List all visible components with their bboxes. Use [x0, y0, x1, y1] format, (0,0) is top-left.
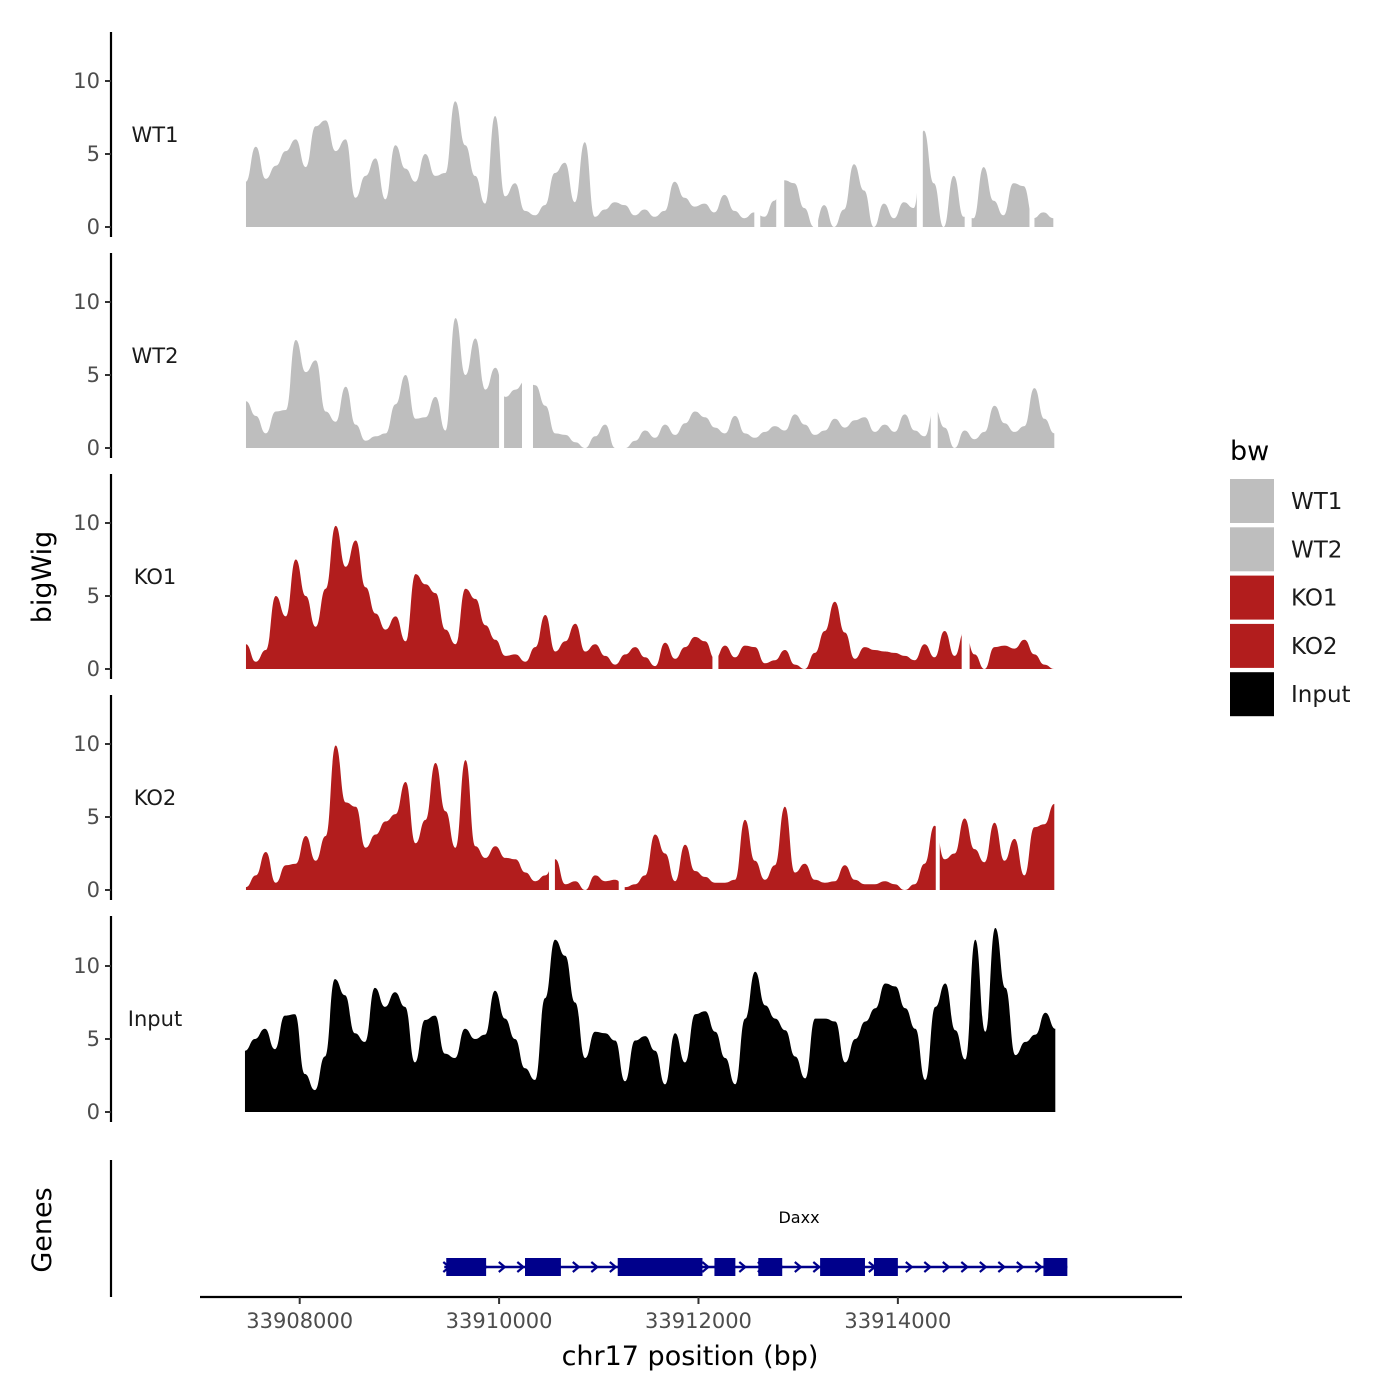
gene-exon: [446, 1258, 487, 1276]
y-tick-label: 10: [73, 290, 100, 314]
track-ko1: 0 5 10 KO1: [73, 474, 1055, 681]
y-tick-label: 10: [73, 954, 100, 978]
area-wt2: [245, 318, 1055, 448]
strand-arrow: [923, 1261, 933, 1273]
y-tick-label: 0: [87, 436, 100, 460]
x-tick-label: 33914000: [844, 1309, 951, 1333]
strand-arrow: [997, 1261, 1007, 1273]
track-wt2: 0 5 10 WT2: [73, 253, 1055, 460]
strand-arrow: [516, 1261, 526, 1273]
y-tick-label: 10: [73, 732, 100, 756]
strand-arrow: [905, 1261, 914, 1273]
area-ko2: [245, 745, 1055, 890]
legend-key-ko1: [1230, 575, 1274, 620]
y-tick-label: 10: [73, 69, 100, 93]
gene-exon: [714, 1258, 736, 1276]
gene-exon: [617, 1258, 703, 1276]
gene-label: Daxx: [778, 1208, 819, 1227]
gene-exon: [1043, 1258, 1068, 1276]
legend-title: bw: [1230, 436, 1269, 467]
x-axis: 33908000 33910000 33912000 33914000: [200, 1295, 1182, 1333]
gene-exon: [758, 1258, 783, 1276]
strand-arrow: [701, 1261, 711, 1273]
y-tick-label: 5: [87, 142, 100, 166]
y-tick-label: 5: [87, 584, 100, 608]
strand-arrow: [794, 1261, 803, 1273]
gene-track: Daxx: [109, 1160, 1068, 1297]
x-tick-label: 33912000: [645, 1309, 752, 1333]
strand-arrow: [590, 1261, 600, 1273]
track-label: WT2: [132, 344, 179, 368]
strand-arrow: [979, 1261, 988, 1273]
legend-label: Input: [1291, 682, 1351, 708]
gene-exon: [820, 1258, 865, 1276]
y-tick-label: 0: [87, 657, 100, 681]
track-ko2: 0 5 10 KO2: [73, 695, 1055, 902]
x-tick-label: 33910000: [446, 1309, 553, 1333]
legend-label: WT2: [1291, 537, 1342, 563]
legend-key-wt2: [1230, 527, 1274, 572]
legend-key-ko2: [1230, 623, 1274, 668]
y-tick-label: 0: [87, 878, 100, 902]
area-wt1: [245, 101, 1054, 227]
y-tick-label: 5: [87, 1027, 100, 1051]
track-label: KO1: [134, 565, 177, 589]
track-label: WT1: [132, 123, 179, 147]
strand-arrow: [738, 1261, 748, 1273]
y-axis-title: bigWig: [27, 531, 58, 624]
signal-tracks: 0 5 10 WT1 0 5 10 WT2 0 5 10 KO1 0 5 10 KO2 0 5 10 Input: [73, 32, 1056, 1124]
y-tick-label: 10: [73, 511, 100, 535]
y-tick-label: 5: [87, 805, 100, 829]
area-input: [244, 928, 1056, 1112]
strand-arrow: [942, 1261, 951, 1273]
legend-label: WT1: [1291, 489, 1342, 515]
track-input: 0 5 10 Input: [73, 916, 1056, 1124]
track-label: KO2: [134, 786, 177, 810]
strand-arrow: [1034, 1261, 1044, 1273]
genes-axis-title: Genes: [27, 1187, 58, 1272]
legend-key-wt1: [1230, 479, 1274, 523]
y-tick-label: 5: [87, 363, 100, 387]
strand-arrow: [812, 1261, 822, 1273]
legend-label: KO2: [1291, 634, 1338, 660]
area-ko1: [245, 525, 1055, 669]
x-axis-title: chr17 position (bp): [562, 1341, 819, 1372]
y-tick-label: 0: [87, 1100, 100, 1124]
legend-label: KO1: [1291, 586, 1338, 612]
legend-key-input: [1230, 672, 1274, 717]
x-tick-label: 33908000: [246, 1309, 353, 1333]
strand-arrow: [609, 1261, 618, 1273]
gene-exon: [873, 1258, 898, 1276]
strand-arrow: [960, 1261, 970, 1273]
y-tick-label: 0: [87, 215, 100, 239]
track-wt1: 0 5 10 WT1: [73, 32, 1054, 239]
legend: bw WT1 WT2 KO1 KO2 Input: [1230, 436, 1351, 717]
gene-exon: [525, 1258, 561, 1276]
strand-arrow: [572, 1261, 581, 1273]
track-label: Input: [128, 1007, 182, 1031]
strand-arrow: [1016, 1261, 1025, 1273]
strand-arrow: [498, 1261, 507, 1273]
